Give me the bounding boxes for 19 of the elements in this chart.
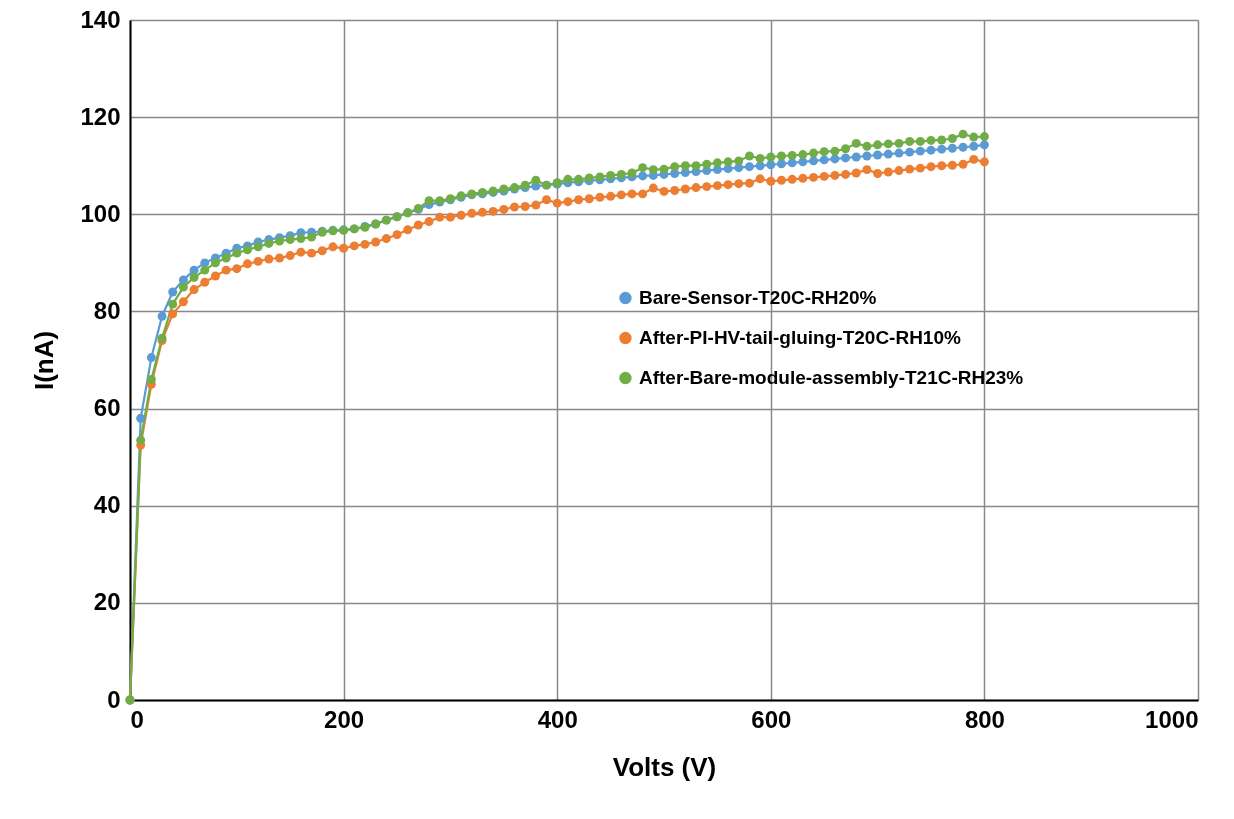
y-axis-title: I(nA) [29, 330, 60, 391]
y-tick-label: 120 [80, 102, 121, 130]
x-tick-label: 200 [324, 705, 365, 733]
y-tick-label: 140 [80, 5, 121, 33]
y-tick-label: 0 [107, 685, 121, 713]
legend-label: After-PI-HV-tail-gluing-T20C-RH10% [638, 327, 962, 349]
y-tick-label: 40 [93, 491, 121, 519]
x-tick-label: 600 [751, 705, 792, 733]
y-tick-label: 60 [93, 394, 121, 422]
legend-label: Bare-Sensor-T20C-RH20% [638, 287, 877, 309]
x-tick-label: 800 [964, 705, 1005, 733]
x-tick-label: 1000 [1145, 705, 1199, 733]
x-tick-label: 0 [130, 705, 144, 733]
legend-label: After-Bare-module-assembly-T21C-RH23% [638, 367, 1024, 389]
x-tick-label: 400 [537, 705, 578, 733]
y-tick-label: 20 [93, 588, 121, 616]
y-tick-label: 80 [93, 296, 121, 324]
y-tick-label: 100 [80, 199, 121, 227]
x-axis-title: Volts (V) [612, 751, 717, 782]
